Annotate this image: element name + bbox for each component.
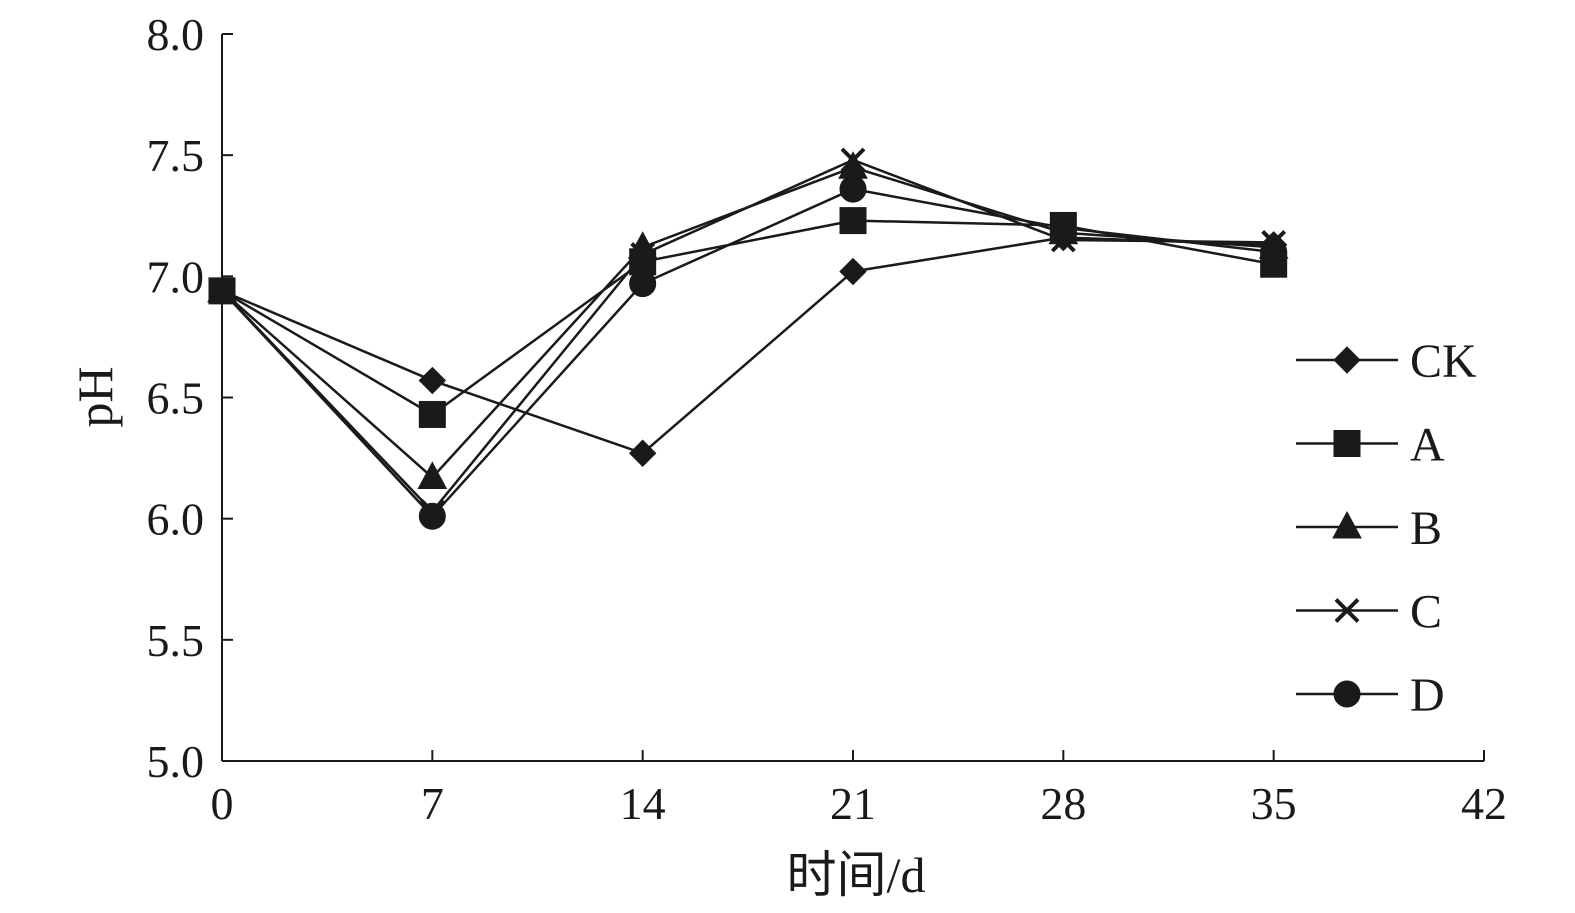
y-tick-label: 8.0 [147, 9, 205, 60]
x-tick-label: 28 [1040, 778, 1086, 829]
legend-label-c: C [1410, 586, 1442, 639]
legend-label-d: D [1410, 669, 1445, 722]
data-point-b [417, 461, 448, 489]
series-ck [208, 223, 1288, 467]
x-tick-label: 0 [211, 778, 234, 829]
x-tick-label: 21 [830, 778, 876, 829]
data-point-ck [839, 257, 867, 286]
data-point-d [418, 502, 446, 530]
legend-marker-c-stroke [1334, 598, 1360, 623]
series-b [207, 151, 1289, 489]
series-line-d [221, 187, 1274, 519]
legend-marker-b [1332, 510, 1362, 539]
y-axis-title: pH [67, 366, 123, 427]
series-d [208, 175, 1288, 530]
series-layer [207, 147, 1289, 530]
y-tick-label: 6.5 [147, 373, 205, 424]
legend-marker-ck [1333, 346, 1361, 374]
data-point-c-stroke [840, 147, 866, 173]
series-line-a [221, 219, 1274, 416]
series-line-b [221, 165, 1274, 480]
legend-item-b: B [1296, 502, 1442, 555]
x-tick-label: 35 [1251, 778, 1297, 829]
legend-marker-c [1334, 598, 1360, 623]
axes: 5.0 5.5 6.0 6.5 7.0 7.5 8.0 0 7 14 21 28 35 42 [147, 9, 1508, 829]
data-point-a [418, 400, 446, 428]
data-point-c [630, 242, 656, 267]
legend-item-ck: CK [1296, 335, 1477, 388]
legend-marker-d [1333, 680, 1361, 708]
legend-label-a: A [1410, 419, 1445, 472]
data-point-d [1260, 238, 1288, 266]
legend-item-a: A [1296, 419, 1445, 472]
legend-label-b: B [1410, 502, 1442, 555]
legend-item-c: C [1296, 586, 1442, 639]
y-tick-label: 7.0 [147, 251, 205, 302]
data-point-d [839, 175, 867, 203]
data-point-d [629, 270, 657, 298]
legend-item-d: D [1296, 669, 1445, 722]
y-tick-label: 7.5 [147, 130, 205, 181]
x-tick-label: 42 [1461, 778, 1507, 829]
data-point-a [839, 207, 867, 235]
data-point-ck [628, 439, 657, 467]
data-point-d [208, 277, 236, 305]
legend-marker-a [1333, 430, 1361, 457]
data-point-c [840, 147, 866, 173]
legend-label-ck: CK [1410, 335, 1477, 388]
y-tick-label: 5.0 [147, 736, 205, 787]
series-c [209, 147, 1287, 524]
data-point-ck [418, 366, 447, 395]
y-tick-label: 5.5 [147, 615, 205, 666]
x-axis-title: 时间/d [787, 847, 926, 903]
data-point-d [1049, 214, 1077, 242]
data-point-c-stroke [630, 242, 656, 267]
series-line-ck [221, 236, 1274, 455]
x-tick-label: 14 [620, 778, 666, 829]
y-tick-label: 6.0 [147, 494, 205, 545]
series-line-c [221, 158, 1274, 514]
x-tick-label: 7 [421, 778, 444, 829]
